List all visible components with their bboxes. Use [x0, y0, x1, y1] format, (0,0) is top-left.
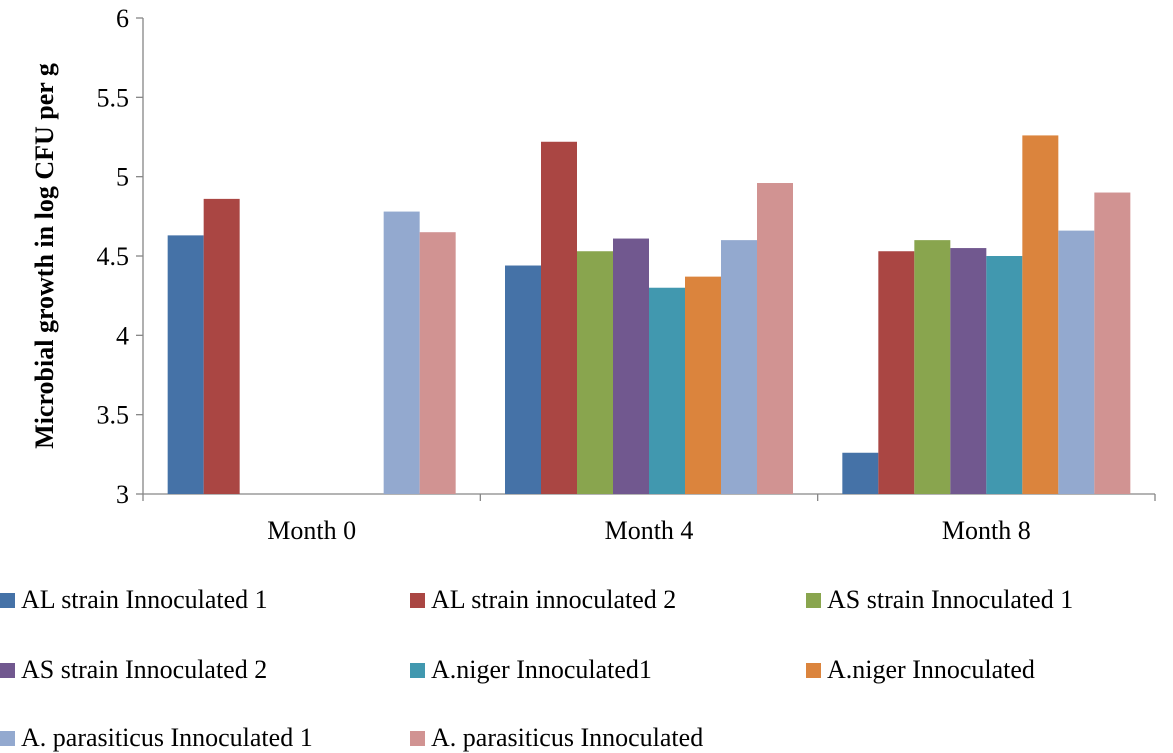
legend-label: AS strain Innoculated 1 [827, 585, 1074, 614]
legend-swatch [806, 592, 821, 608]
legend-item: AS strain Innoculated 1 [806, 585, 1073, 615]
bar [986, 256, 1023, 494]
bar [878, 251, 915, 494]
bar [950, 248, 987, 494]
legend-label: A. parasiticus Innoculated [431, 723, 704, 752]
y-tick-labels: 3 3.5 4 4.5 5 5.5 6 [97, 4, 130, 509]
bar [1094, 192, 1131, 495]
y-tick-label: 5 [116, 163, 129, 192]
legend-swatch [410, 730, 425, 746]
bar [1022, 135, 1059, 494]
y-tick-label: 4.5 [97, 242, 130, 271]
y-tick-label: 3 [116, 480, 129, 509]
y-tick-label: 6 [116, 4, 129, 33]
legend-swatch [410, 592, 425, 608]
legend-swatch [0, 730, 15, 746]
legend-item: A.niger Innoculated [806, 655, 1035, 685]
legend-item: AS strain Innoculated 2 [0, 655, 267, 685]
legend-item: A. parasiticus Innoculated [410, 723, 703, 753]
bar [721, 240, 757, 494]
y-tick-label: 3.5 [97, 401, 130, 430]
legend-item: A. parasiticus Innoculated 1 [0, 723, 313, 753]
bar [613, 238, 649, 494]
bar [419, 232, 456, 494]
legend-label: AS strain Innoculated 2 [21, 655, 268, 684]
x-category-label: Month 4 [605, 516, 694, 545]
legend-label: A.niger Innoculated [827, 655, 1035, 684]
chart-legend: AL strain Innoculated 1 AL strain innocul… [0, 578, 1173, 752]
bar [167, 235, 204, 494]
legend-swatch [0, 592, 15, 608]
x-category-label: Month 0 [267, 516, 356, 545]
legend-label: AL strain Innoculated 1 [21, 585, 268, 614]
x-category-label: Month 8 [942, 516, 1031, 545]
bar [203, 198, 240, 494]
legend-label: A. parasiticus Innoculated 1 [21, 723, 313, 752]
bar [649, 287, 685, 494]
legend-item: A.niger Innoculated1 [410, 655, 652, 685]
legend-swatch [410, 662, 425, 678]
bar [914, 240, 951, 494]
bar [505, 265, 541, 494]
legend-item: AL strain Innoculated 1 [0, 585, 268, 615]
y-axis-label: Microbial growth in log CFU per g [30, 63, 59, 449]
bar [842, 452, 879, 494]
bar [1058, 230, 1095, 494]
legend-swatch [0, 662, 15, 678]
y-tick-label: 5.5 [97, 83, 130, 112]
x-category-labels: Month 0 Month 4 Month 8 [267, 516, 1031, 545]
bar-chart: 3 3.5 4 4.5 5 5.5 6 Month 0 Month 4 Month 8 Micr… [30, 4, 1156, 545]
legend-label: AL strain innoculated 2 [431, 585, 677, 614]
legend-label: A.niger Innoculated1 [431, 655, 652, 684]
y-tick-label: 4 [116, 321, 129, 350]
legend-item: AL strain innoculated 2 [410, 585, 676, 615]
bar [541, 141, 577, 494]
bar [757, 183, 793, 494]
bar [685, 276, 721, 494]
bar [383, 211, 420, 494]
legend-swatch [806, 662, 821, 678]
bar [577, 251, 613, 494]
chart-bars [167, 135, 1131, 495]
